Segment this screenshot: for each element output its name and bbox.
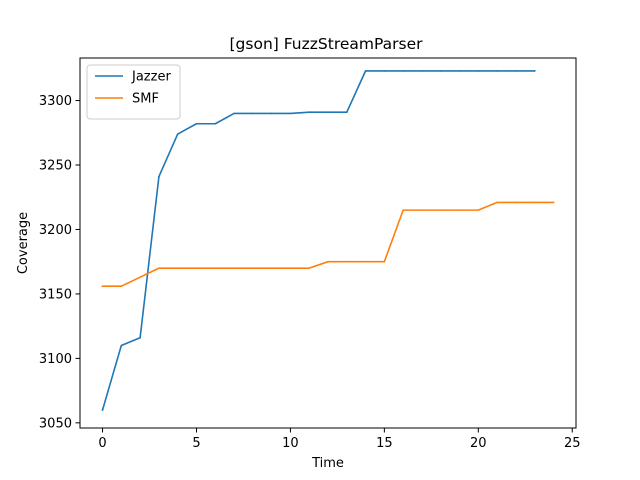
data-point-jazzer bbox=[233, 112, 235, 115]
legend-label-jazzer: Jazzer bbox=[131, 70, 171, 85]
data-point-jazzer bbox=[477, 70, 480, 72]
data-point-jazzer bbox=[515, 70, 517, 72]
axes-frame bbox=[79, 57, 577, 429]
data-point-smf bbox=[252, 267, 254, 269]
data-point-smf bbox=[439, 209, 442, 211]
data-point-jazzer bbox=[439, 70, 442, 72]
data-point-smf bbox=[496, 201, 498, 204]
legend-box bbox=[86, 64, 181, 120]
data-point-jazzer bbox=[383, 70, 386, 72]
y-tick-label: 3050 bbox=[39, 416, 72, 431]
data-point-jazzer bbox=[252, 112, 254, 115]
data-point-smf bbox=[120, 285, 123, 287]
data-point-smf bbox=[515, 201, 517, 204]
data-point-smf bbox=[139, 276, 141, 278]
x-tick-label: 5 bbox=[192, 436, 200, 451]
data-point-jazzer bbox=[214, 122, 217, 125]
data-point-jazzer bbox=[195, 122, 198, 125]
x-axis: 0 5 10 15 20 25 bbox=[98, 428, 581, 451]
data-point-jazzer bbox=[139, 336, 141, 339]
legend-label-smf: SMF bbox=[132, 92, 159, 107]
x-tick-label: 15 bbox=[376, 436, 393, 451]
data-point-smf bbox=[364, 260, 367, 263]
data-point-jazzer bbox=[120, 344, 123, 347]
data-point-smf bbox=[158, 267, 160, 269]
data-point-jazzer bbox=[496, 70, 498, 72]
data-point-smf bbox=[383, 260, 386, 263]
y-axis-label: Coverage bbox=[16, 212, 31, 274]
data-point-jazzer bbox=[402, 70, 404, 72]
y-tick-label: 3100 bbox=[39, 352, 72, 367]
x-tick-label: 10 bbox=[282, 436, 299, 451]
data-point-jazzer bbox=[270, 112, 273, 115]
data-point-jazzer bbox=[289, 112, 292, 115]
y-axis: 3050 3100 3150 3200 3250 3300 bbox=[39, 94, 80, 431]
x-axis-label: Time bbox=[311, 456, 344, 471]
chart-title: [gson] FuzzStreamParser bbox=[230, 35, 424, 53]
data-point-jazzer bbox=[158, 175, 160, 178]
data-point-jazzer bbox=[421, 70, 423, 72]
data-point-smf bbox=[176, 267, 179, 269]
data-point-smf bbox=[458, 209, 461, 211]
data-point-smf bbox=[533, 201, 536, 204]
data-point-smf bbox=[233, 267, 235, 269]
data-point-jazzer bbox=[176, 133, 179, 135]
data-point-smf bbox=[477, 209, 480, 211]
plot-area bbox=[101, 70, 555, 411]
y-tick-label: 3200 bbox=[39, 223, 72, 238]
data-point-smf bbox=[402, 209, 404, 211]
data-point-jazzer bbox=[364, 70, 367, 72]
data-point-smf bbox=[270, 267, 273, 269]
legend: Jazzer SMF bbox=[86, 64, 181, 120]
data-point-smf bbox=[421, 209, 423, 211]
data-point-smf bbox=[289, 267, 292, 269]
data-point-jazzer bbox=[327, 111, 329, 113]
x-tick-label: 0 bbox=[98, 436, 106, 451]
y-tick-label: 3150 bbox=[39, 287, 72, 302]
data-point-smf bbox=[195, 267, 198, 269]
y-tick-label: 3250 bbox=[39, 159, 72, 174]
series-line-jazzer bbox=[101, 70, 536, 411]
data-point-smf bbox=[345, 260, 348, 263]
data-point-jazzer bbox=[458, 70, 461, 72]
data-point-smf bbox=[552, 201, 555, 204]
data-point-jazzer bbox=[345, 111, 348, 113]
data-point-smf bbox=[327, 260, 329, 263]
data-point-jazzer bbox=[533, 70, 536, 72]
x-tick-label: 20 bbox=[470, 436, 487, 451]
data-point-smf bbox=[101, 285, 104, 287]
data-point-jazzer bbox=[101, 409, 104, 411]
data-point-jazzer bbox=[308, 111, 311, 113]
data-point-smf bbox=[308, 267, 311, 269]
x-tick-label: 25 bbox=[564, 436, 581, 451]
data-point-smf bbox=[214, 267, 217, 269]
y-tick-label: 3300 bbox=[39, 94, 72, 109]
